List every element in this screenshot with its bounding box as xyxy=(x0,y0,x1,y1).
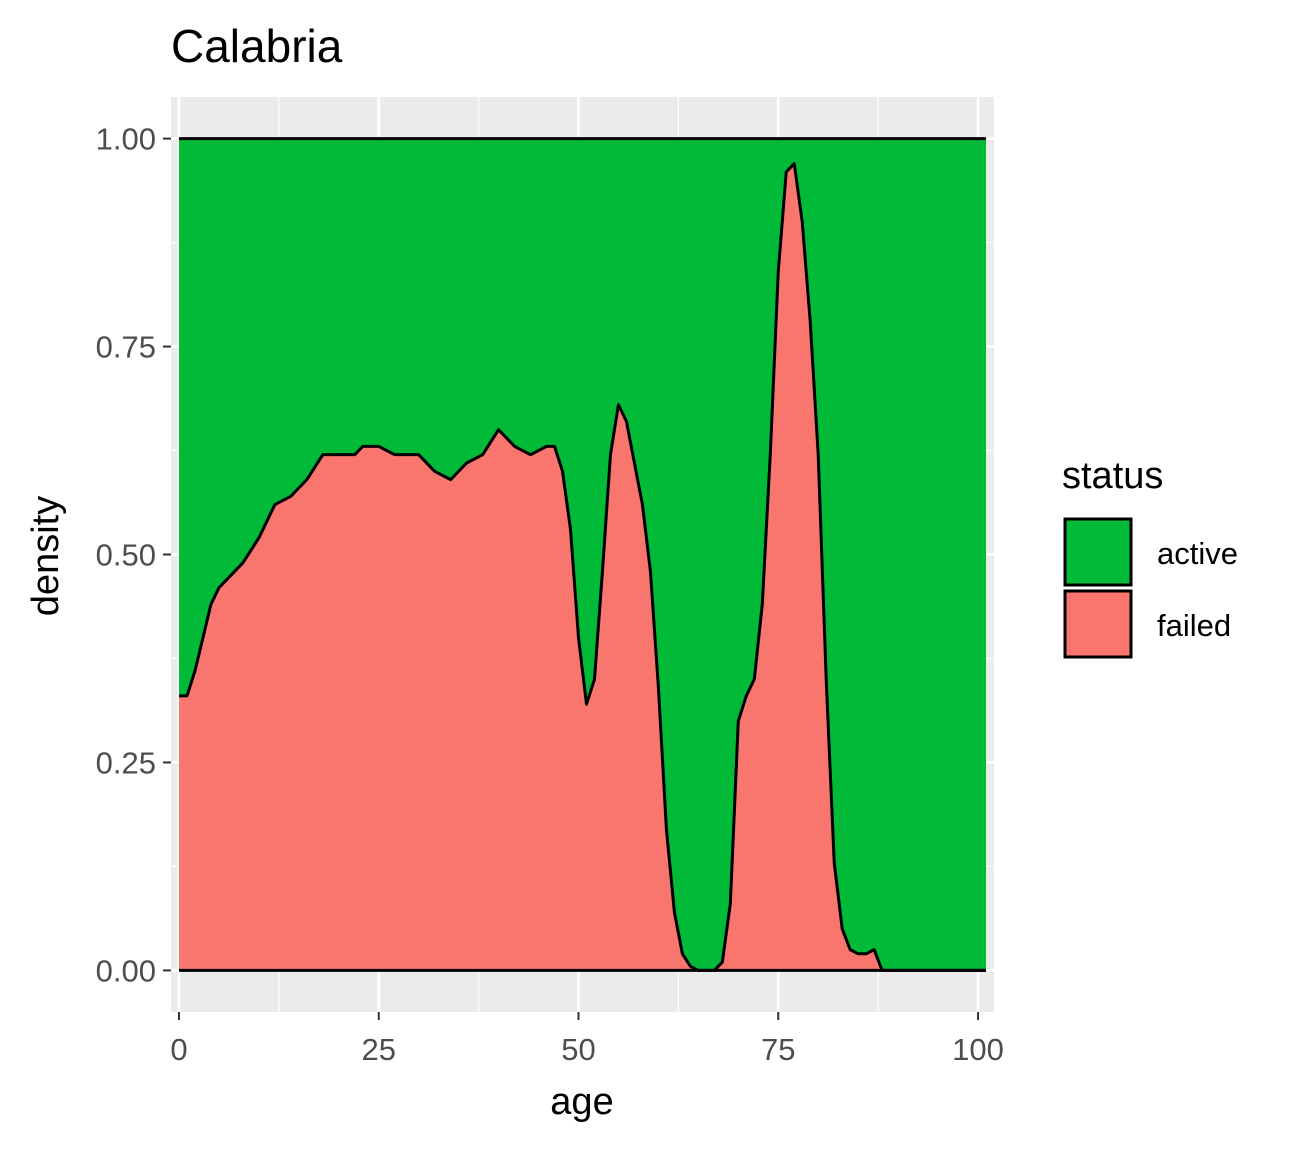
area-failed xyxy=(178,163,987,971)
x-axis: 0 25 50 75 100 xyxy=(170,1012,1004,1067)
y-tick-label: 0.50 xyxy=(96,538,156,573)
x-tick-label: 75 xyxy=(761,1032,795,1067)
x-tick-label: 25 xyxy=(362,1032,396,1067)
legend: status active failed xyxy=(1062,455,1238,659)
x-tick-label: 0 xyxy=(170,1032,187,1067)
legend-title: status xyxy=(1062,455,1163,497)
x-axis-title: age xyxy=(550,1081,613,1123)
x-tick-label: 100 xyxy=(952,1032,1004,1067)
y-tick-label: 1.00 xyxy=(96,122,156,157)
legend-key-failed xyxy=(1063,589,1133,659)
legend-key-active xyxy=(1063,517,1133,587)
chart-title: Calabria xyxy=(171,20,343,72)
y-tick-label: 0.25 xyxy=(96,745,156,780)
x-tick-label: 50 xyxy=(561,1032,595,1067)
line-failed-top xyxy=(178,162,987,972)
area-layers xyxy=(178,137,987,972)
legend-label-failed: failed xyxy=(1157,608,1231,643)
legend-label-active: active xyxy=(1157,536,1238,571)
y-tick-label: 0.00 xyxy=(96,953,156,988)
y-axis-title: density xyxy=(25,496,67,616)
y-axis: 0.00 0.25 0.50 0.75 1.00 xyxy=(96,122,171,988)
y-tick-label: 0.75 xyxy=(96,330,156,365)
